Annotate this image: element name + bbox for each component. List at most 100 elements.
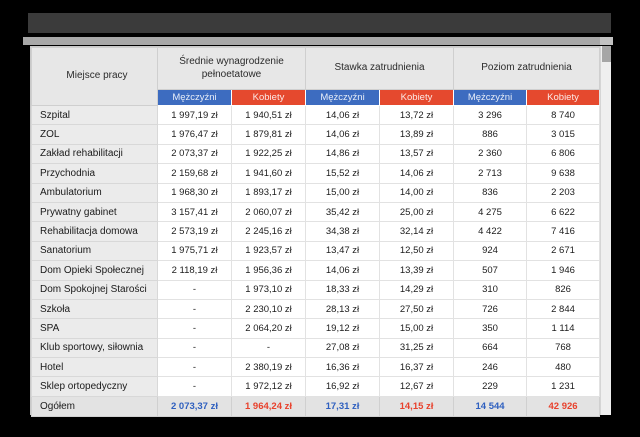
workplace-label: Sklep ortopedyczny — [31, 376, 158, 397]
value-cell: 18,33 zł — [305, 279, 381, 300]
value-cell: 1 941,60 zł — [230, 163, 307, 184]
value-cell: 6 806 — [526, 143, 601, 165]
total-value-cell: 14,15 zł — [379, 395, 455, 417]
table-row: Dom Spokojnej Starości -1 973,10 zł 18,33 … — [31, 279, 601, 300]
value-cell: 826 — [526, 279, 601, 300]
value-cell: 31,25 zł — [379, 337, 455, 359]
header-group-row: Miejsce pracy Średnie wynagrodzenie pełn… — [31, 47, 601, 106]
value-cell: 1 997,19 zł — [157, 104, 232, 126]
value-cell: - — [157, 279, 232, 300]
workplace-label: SPA — [31, 318, 158, 339]
workplace-label: Sanatorium — [31, 240, 158, 262]
value-cell: 507 — [453, 260, 528, 281]
value-cell: 13,89 zł — [379, 124, 455, 145]
value-cell: 886 — [453, 124, 528, 145]
value-cell: 27,50 zł — [379, 298, 455, 320]
value-cell: 2 230,10 zł — [230, 298, 307, 320]
table-row: Rehabilitacja domowa 2 573,19 zł 2 245,16 … — [31, 221, 601, 242]
value-cell: 16,37 zł — [379, 357, 455, 378]
workplace-label: Ambulatorium — [31, 182, 158, 203]
value-cell: 2 671 — [526, 240, 601, 262]
subheader-men-rate: Mężczyźni — [305, 89, 381, 106]
value-cell: 1 940,51 zł — [230, 104, 307, 126]
value-cell: 25,00 zł — [379, 201, 455, 223]
value-cell: 1 922,25 zł — [230, 143, 307, 165]
workplace-label: Zakład rehabilitacji — [31, 143, 158, 165]
value-cell: 1 972,12 zł — [230, 376, 307, 397]
value-cell: 4 422 — [453, 221, 528, 242]
workplace-label: Hotel — [31, 357, 158, 378]
value-cell: 16,92 zł — [305, 376, 381, 397]
table-row: Hotel -2 380,19 zł 16,36 zł 16,37 zł 246 480 — [31, 357, 601, 378]
value-cell: 664 — [453, 337, 528, 359]
value-cell: 1 879,81 zł — [230, 124, 307, 145]
value-cell: 2 064,20 zł — [230, 318, 307, 339]
value-cell: 1 946 — [526, 260, 601, 281]
value-cell: 2 073,37 zł — [157, 143, 232, 165]
value-cell: 2 060,07 zł — [230, 201, 307, 223]
horizontal-scrollbar-track[interactable] — [23, 37, 613, 45]
value-cell: 246 — [453, 357, 528, 378]
table-row: Szkoła -2 230,10 zł 28,13 zł 27,50 zł 726 2 8… — [31, 298, 601, 320]
workplace-label: Szpital — [31, 104, 158, 126]
value-cell: 9 638 — [526, 163, 601, 184]
value-cell: - — [157, 298, 232, 320]
value-cell: 19,12 zł — [305, 318, 381, 339]
workplace-label: Dom Spokojnej Starości — [31, 279, 158, 300]
value-cell: 13,39 zł — [379, 260, 455, 281]
vertical-scrollbar-track[interactable] — [600, 46, 611, 415]
value-cell: 14,29 zł — [379, 279, 455, 300]
value-cell: 1 976,47 zł — [157, 124, 232, 145]
value-cell: 15,00 zł — [305, 182, 381, 203]
table-row: Szpital 1 997,19 zł 1 940,51 zł 14,06 zł 13,… — [31, 104, 601, 126]
value-cell: 2 245,16 zł — [230, 221, 307, 242]
total-row: Ogółem 2 073,37 zł 1 964,24 zł 17,31 zł … — [31, 395, 601, 417]
value-cell: 2 573,19 zł — [157, 221, 232, 242]
value-cell: - — [157, 318, 232, 339]
value-cell: 480 — [526, 357, 601, 378]
value-cell: - — [157, 357, 232, 378]
value-cell: 1 893,17 zł — [230, 182, 307, 203]
table-row: Sklep ortopedyczny -1 972,12 zł 16,92 zł 12… — [31, 376, 601, 397]
value-cell: 924 — [453, 240, 528, 262]
value-cell: 13,72 zł — [379, 104, 455, 126]
table-row: ZOL 1 976,47 zł 1 879,81 zł 14,06 zł 13,89 z… — [31, 124, 601, 145]
workplace-label: Przychodnia — [31, 163, 158, 184]
value-cell: 3 296 — [453, 104, 528, 126]
total-value-cell: 2 073,37 zł — [157, 395, 232, 417]
workplace-label: Dom Opieki Społecznej — [31, 260, 158, 281]
value-cell: 310 — [453, 279, 528, 300]
value-cell: 8 740 — [526, 104, 601, 126]
column-group-average-salary: Średnie wynagrodzenie pełnoetatowe — [156, 47, 307, 90]
value-cell: 2 713 — [453, 163, 528, 184]
workplace-label: Klub sportowy, siłownia — [31, 337, 158, 359]
value-cell: 3 157,41 zł — [157, 201, 232, 223]
value-cell: 3 015 — [526, 124, 601, 145]
subheader-women-salary: Kobiety — [230, 89, 307, 106]
value-cell: 28,13 zł — [305, 298, 381, 320]
value-cell: 12,67 zł — [379, 376, 455, 397]
subheader-men-level: Mężczyźni — [453, 89, 528, 106]
value-cell: 32,14 zł — [379, 221, 455, 242]
value-cell: 768 — [526, 337, 601, 359]
value-cell: 12,50 zł — [379, 240, 455, 262]
value-cell: 2 118,19 zł — [157, 260, 232, 281]
window-titlebar — [28, 13, 611, 33]
value-cell: 1 231 — [526, 376, 601, 397]
table-row: Zakład rehabilitacji 2 073,37 zł 1 922,25 … — [31, 143, 601, 165]
value-cell: 1 975,71 zł — [157, 240, 232, 262]
value-cell: 13,47 zł — [305, 240, 381, 262]
value-cell: 1 973,10 zł — [230, 279, 307, 300]
value-cell: 2 844 — [526, 298, 601, 320]
vertical-scrollbar-thumb[interactable] — [602, 46, 611, 62]
value-cell: 14,06 zł — [305, 104, 381, 126]
value-cell: 15,00 zł — [379, 318, 455, 339]
table-row: Sanatorium 1 975,71 zł 1 923,57 zł 13,47 zł… — [31, 240, 601, 262]
value-cell: 14,06 zł — [305, 124, 381, 145]
value-cell: 2 203 — [526, 182, 601, 203]
table-row: Ambulatorium 1 968,30 zł 1 893,17 zł 15,00 … — [31, 182, 601, 203]
value-cell: 2 159,68 zł — [157, 163, 232, 184]
value-cell: 7 416 — [526, 221, 601, 242]
value-cell: 726 — [453, 298, 528, 320]
value-cell: 14,06 zł — [305, 260, 381, 281]
